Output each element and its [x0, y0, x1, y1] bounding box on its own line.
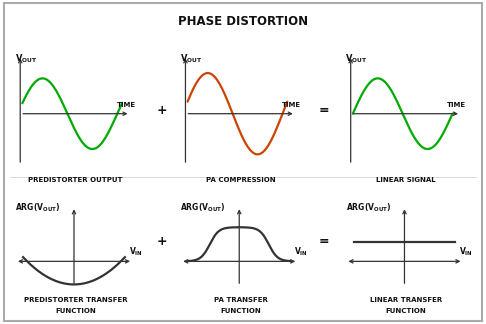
Text: V$_{\mathregular{OUT}}$: V$_{\mathregular{OUT}}$ — [15, 53, 37, 65]
Text: PA TRANSFER: PA TRANSFER — [214, 297, 267, 304]
Text: +: + — [156, 235, 167, 248]
Text: =: = — [319, 104, 330, 117]
Text: PHASE DISTORTION: PHASE DISTORTION — [178, 15, 308, 28]
Text: V$_{\mathregular{IN}}$: V$_{\mathregular{IN}}$ — [129, 246, 142, 258]
Text: LINEAR TRANSFER: LINEAR TRANSFER — [370, 297, 442, 304]
Text: PREDISTORTER OUTPUT: PREDISTORTER OUTPUT — [28, 177, 122, 183]
Text: V$_{\mathregular{IN}}$: V$_{\mathregular{IN}}$ — [294, 246, 308, 258]
Text: PREDISTORTER TRANSFER: PREDISTORTER TRANSFER — [23, 297, 127, 304]
Text: FUNCTION: FUNCTION — [220, 308, 261, 315]
Text: ARG(V$_{\mathregular{OUT}}$): ARG(V$_{\mathregular{OUT}}$) — [346, 202, 391, 214]
Text: TIME: TIME — [282, 102, 301, 108]
Text: TIME: TIME — [117, 102, 136, 108]
Text: FUNCTION: FUNCTION — [55, 308, 96, 315]
Text: +: + — [156, 104, 167, 117]
Text: LINEAR SIGNAL: LINEAR SIGNAL — [376, 177, 435, 183]
Text: V$_{\mathregular{OUT}}$: V$_{\mathregular{OUT}}$ — [346, 53, 368, 65]
Text: ARG(V$_{\mathregular{OUT}}$): ARG(V$_{\mathregular{OUT}}$) — [180, 202, 226, 214]
Text: PA COMPRESSION: PA COMPRESSION — [206, 177, 276, 183]
Text: V$_{\mathregular{IN}}$: V$_{\mathregular{IN}}$ — [459, 246, 473, 258]
Text: =: = — [319, 235, 330, 248]
Text: V$_{\mathregular{OUT}}$: V$_{\mathregular{OUT}}$ — [180, 53, 203, 65]
Text: FUNCTION: FUNCTION — [385, 308, 426, 315]
Text: TIME: TIME — [447, 102, 466, 108]
Text: ARG(V$_{\mathregular{OUT}}$): ARG(V$_{\mathregular{OUT}}$) — [15, 202, 60, 214]
